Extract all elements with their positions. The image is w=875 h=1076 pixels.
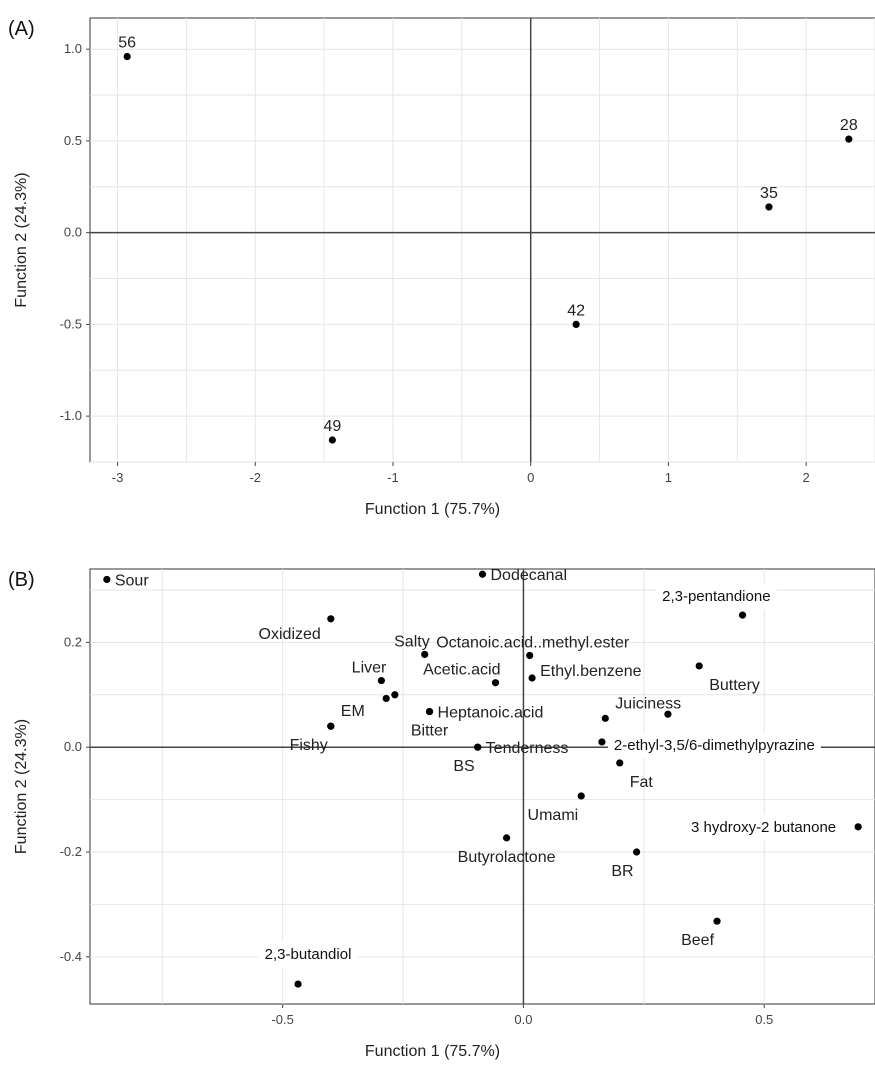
point-label: Fat bbox=[630, 774, 654, 791]
x-tick-label: 1 bbox=[665, 470, 672, 485]
data-point bbox=[738, 611, 747, 619]
point-label: Octanoic.acid..methyl.ester bbox=[436, 634, 630, 651]
x-tick-label: 0.0 bbox=[514, 1012, 532, 1027]
data-point bbox=[765, 203, 773, 211]
data-point bbox=[294, 980, 302, 988]
point-label: BR bbox=[611, 863, 633, 880]
data-point bbox=[528, 674, 536, 682]
y-tick-label: 0.5 bbox=[64, 133, 82, 148]
panel-a: (A) -3 -2 -1 0 1 2 -1.0 -0.5 0.0 0.5 1.0 Function 1… bbox=[0, 0, 875, 535]
chart-a-svg: -3 -2 -1 0 1 2 -1.0 -0.5 0.0 0.5 1.0 Function 1 (75… bbox=[13, 17, 875, 518]
data-point bbox=[123, 52, 131, 61]
x-tick-label: -3 bbox=[112, 470, 124, 485]
point-label-box bbox=[258, 942, 358, 968]
data-point bbox=[526, 651, 534, 660]
y-tick-label: -0.4 bbox=[60, 949, 82, 964]
data-point bbox=[598, 738, 606, 746]
data-point bbox=[616, 759, 624, 767]
x-tick-label: -0.5 bbox=[271, 1012, 293, 1027]
data-point bbox=[572, 320, 580, 328]
data-point bbox=[327, 615, 335, 623]
x-tick-label: -1 bbox=[387, 470, 399, 485]
panel-b-label: (B) bbox=[8, 569, 35, 591]
data-point bbox=[377, 677, 385, 685]
data-point bbox=[695, 662, 703, 670]
point-label: 2,3-butandiol bbox=[265, 946, 352, 963]
point-label: Sour bbox=[115, 572, 149, 589]
point-label: Juiciness bbox=[615, 695, 681, 712]
point-label: Liver bbox=[352, 660, 387, 677]
point-label: 56 bbox=[118, 35, 136, 52]
point-label-box bbox=[656, 584, 777, 610]
plot-frame bbox=[89, 568, 875, 1005]
data-point bbox=[478, 570, 487, 578]
data-point bbox=[103, 575, 111, 584]
data-point bbox=[474, 743, 482, 751]
point-label: 42 bbox=[567, 302, 585, 319]
data-point bbox=[328, 436, 336, 444]
point-label: 49 bbox=[323, 418, 341, 435]
data-point bbox=[577, 792, 585, 800]
data-point bbox=[633, 848, 641, 856]
data-point bbox=[601, 714, 609, 722]
x-axis-title: Function 1 (75.7%) bbox=[365, 1043, 500, 1060]
data-point bbox=[502, 834, 511, 842]
y-tick-label: 0.2 bbox=[64, 634, 82, 649]
x-tick-label: 0 bbox=[527, 470, 534, 485]
panel-b: (B) -0.5 0.0 0.5 -0.4 -0.2 0.0 0.2 Function 1 (… bbox=[0, 545, 875, 1076]
data-point bbox=[664, 710, 672, 718]
point-label: Butyrolactone bbox=[458, 849, 556, 866]
point-label: Ethyl.benzene bbox=[540, 663, 642, 680]
y-tick-label: 1.0 bbox=[64, 41, 82, 56]
x-tick-label: -2 bbox=[249, 470, 261, 485]
data-point bbox=[845, 135, 853, 143]
data-point bbox=[425, 707, 434, 716]
y-axis-title: Function 2 (24.3%) bbox=[13, 719, 30, 854]
point-label: 3 hydroxy-2 butanone bbox=[691, 819, 836, 836]
point-label: Salty bbox=[394, 633, 430, 650]
data-point bbox=[382, 694, 390, 703]
point-label: 2,3-pentandione bbox=[662, 588, 770, 605]
data-point bbox=[421, 650, 429, 659]
point-label: Heptanoic.acid bbox=[438, 705, 544, 722]
y-axis-title: Function 2 (24.3%) bbox=[13, 172, 30, 307]
point-label: 35 bbox=[760, 185, 778, 202]
panel-a-label: (A) bbox=[8, 18, 35, 40]
x-axis-title: Function 1 (75.7%) bbox=[365, 501, 500, 518]
point-label: Acetic.acid bbox=[423, 662, 500, 679]
point-label: EM bbox=[341, 703, 365, 720]
y-tick-label: -0.5 bbox=[60, 316, 82, 331]
data-point bbox=[713, 917, 721, 925]
point-label: BS bbox=[453, 758, 474, 775]
point-label-box bbox=[685, 814, 843, 840]
point-label: Tenderness bbox=[486, 740, 569, 757]
point-label: Oxidized bbox=[259, 626, 321, 643]
point-label: Bitter bbox=[411, 723, 449, 740]
data-point bbox=[327, 722, 335, 730]
y-tick-label: 0.0 bbox=[64, 225, 82, 240]
data-point bbox=[391, 691, 399, 699]
y-tick-label: -1.0 bbox=[60, 408, 82, 423]
point-label-box bbox=[607, 732, 821, 758]
y-tick-label: 0.0 bbox=[64, 739, 82, 754]
x-tick-label: 2 bbox=[803, 470, 810, 485]
point-label: Beef bbox=[681, 932, 714, 949]
point-label: 2-ethyl-3,5/6-dimethylpyrazine bbox=[614, 737, 815, 754]
point-label: 28 bbox=[840, 117, 858, 134]
data-point bbox=[491, 679, 500, 687]
data-point bbox=[854, 823, 862, 831]
point-label: Dodecanal bbox=[491, 567, 568, 584]
point-label: Fishy bbox=[290, 737, 328, 754]
x-tick-label: 0.5 bbox=[755, 1012, 773, 1027]
chart-b-svg: -0.5 0.0 0.5 -0.4 -0.2 0.0 0.2 Function 1 (75.7… bbox=[13, 567, 875, 1060]
point-label: Umami bbox=[528, 807, 579, 824]
point-label: Buttery bbox=[709, 677, 760, 694]
y-tick-label: -0.2 bbox=[60, 844, 82, 859]
plot-frame bbox=[89, 17, 875, 463]
